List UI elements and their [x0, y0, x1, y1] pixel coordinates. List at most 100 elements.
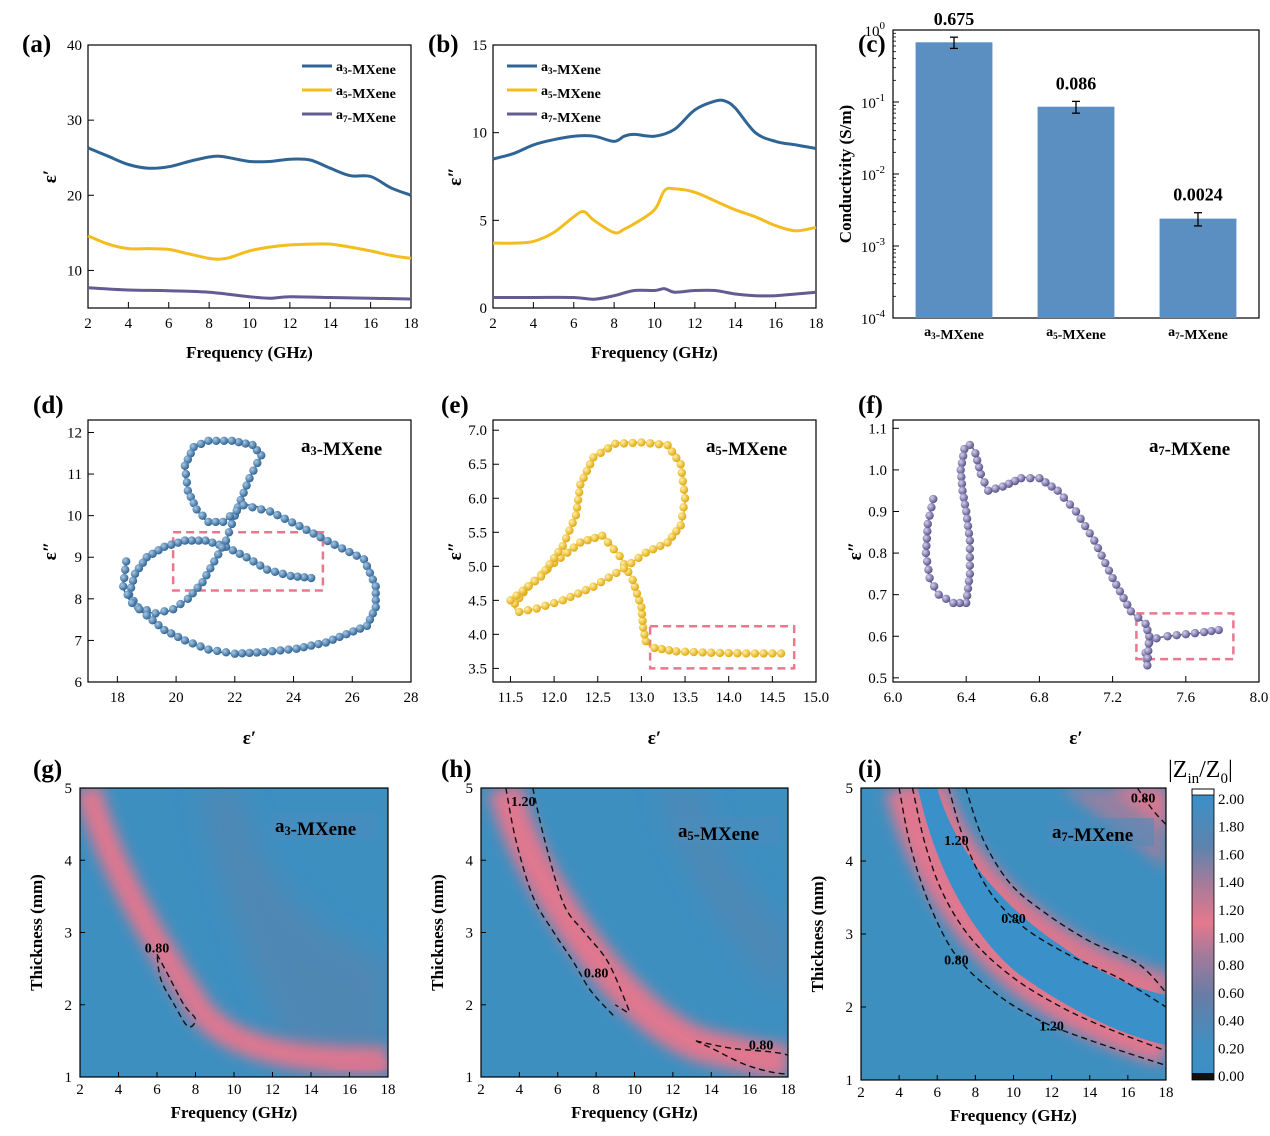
bar-value-label-2: 0.0024 [1173, 185, 1223, 205]
data-point-e [512, 591, 521, 600]
plot-frame-e [492, 419, 817, 683]
text-run: - [553, 111, 558, 126]
data-point-d [268, 647, 277, 656]
x-axis-label-d: ε′ [243, 728, 256, 749]
data-point-f [1080, 521, 1090, 531]
y-tick-label-d: 7 [75, 633, 83, 649]
text-run: e [595, 63, 601, 78]
data-point-e [635, 596, 644, 605]
data-point-e [532, 604, 541, 613]
data-point-f [1071, 507, 1081, 516]
data-point-e [672, 526, 681, 536]
data-point-e [676, 460, 685, 469]
y-tick-label-h: 1 [466, 1070, 474, 1086]
y-tick-label-b: 5 [480, 213, 488, 229]
data-point-d [362, 621, 372, 631]
y-tick-label-d: 9 [75, 550, 83, 566]
panel-label-h: (h) [441, 756, 472, 783]
data-point-f [1026, 474, 1035, 483]
text-run: X [718, 824, 732, 845]
series-line-a-0 [87, 146, 412, 197]
data-point-e [741, 649, 751, 658]
colorbar-gradient [1192, 795, 1214, 1080]
y-axis-label-c: Conductivity (S/m) [836, 105, 855, 243]
text-run: e [760, 439, 768, 460]
text-run: M [323, 439, 341, 460]
x-axis-label-e: ε′ [648, 728, 661, 749]
x-tick-label-d: 22 [227, 690, 242, 706]
data-point-e [581, 585, 590, 595]
x-tick-label-i: 4 [895, 1085, 903, 1101]
data-point-e [689, 647, 698, 657]
data-point-d [306, 573, 316, 583]
text-run: - [1165, 439, 1171, 460]
data-point-e [628, 438, 637, 448]
data-point-e [640, 630, 649, 639]
data-point-d [128, 576, 138, 586]
data-point-d [265, 507, 275, 516]
data-point-d [183, 486, 193, 495]
contour-line-h-3 [695, 1040, 788, 1075]
data-point-e [680, 647, 690, 656]
data-point-f [1041, 478, 1050, 487]
contour-label-h-3: 0.80 [749, 1039, 774, 1054]
data-point-e [656, 541, 665, 551]
x-axis-label-f: ε′ [1069, 728, 1082, 749]
data-point-e [715, 648, 725, 658]
data-point-e [678, 477, 688, 486]
x-tick-label-i: 14 [1082, 1085, 1098, 1101]
panel-e: (e) 3.5 4.0 4.5 5.0 5.5 6.0 6.5 7.0 11.5 12.0 12.5 1… [441, 392, 829, 749]
y-tick-label-a: 20 [67, 188, 82, 204]
data-point-d [371, 589, 380, 598]
legend-label-a-0: a3-MXene [336, 60, 396, 78]
x-tick-label-g: 16 [342, 1082, 358, 1098]
data-point-d [321, 638, 331, 647]
legend-label-b-2: a7-MXene [541, 108, 601, 126]
data-point-f [1144, 646, 1153, 656]
data-point-e [628, 575, 637, 585]
data-point-d [183, 455, 193, 464]
y-tick-label-e: 7.0 [468, 423, 487, 439]
data-point-f [923, 519, 932, 529]
text-run: e [581, 87, 587, 102]
data-point-d [368, 575, 378, 584]
text-run: X [365, 63, 375, 78]
map-panel-i: (i)0.801.201.200.800.802 4 6 8 10 12 14 16 18123… [808, 756, 1174, 1125]
data-point-f [1108, 573, 1117, 583]
colorbar-tick-label-8: 0.40 [1218, 1014, 1244, 1030]
y-tick-label-a: 10 [67, 263, 82, 279]
data-point-d [204, 517, 213, 527]
text-run: e [390, 111, 396, 126]
data-point-e [573, 589, 583, 598]
data-point-f [1214, 625, 1223, 635]
category-label-0: a3-MXene [924, 325, 984, 343]
y-tick-label-e: 4.5 [468, 593, 487, 609]
y-tick-label-e: 3.5 [468, 661, 487, 677]
category-label-1: a5-MXene [1046, 325, 1106, 343]
x-tick-label-e: 14.5 [759, 690, 785, 706]
data-point-d [239, 488, 248, 497]
x-tick-label-b: 18 [809, 316, 824, 332]
x-axis-label-b: Frequency (GHz) [591, 343, 718, 362]
y-tick-label-a: 40 [67, 38, 82, 54]
data-point-f [956, 465, 965, 475]
data-point-d [183, 594, 193, 604]
data-point-d [180, 461, 190, 470]
data-point-d [213, 550, 223, 559]
data-point-e [603, 444, 613, 453]
text-run: e [1203, 439, 1211, 460]
y-tick-label-g: 5 [65, 781, 73, 797]
contour-label-h-2: 0.80 [584, 966, 609, 981]
heatmap-h-background [481, 788, 788, 1077]
data-point-e [590, 533, 600, 543]
data-point-d [248, 503, 257, 512]
x-tick-label-i: 16 [1120, 1085, 1136, 1101]
x-tick-label-b: 8 [610, 316, 618, 332]
data-point-f [965, 536, 975, 545]
data-point-d [160, 625, 169, 635]
x-tick-label-g: 14 [304, 1082, 320, 1098]
data-point-d [186, 492, 195, 502]
data-point-f [965, 544, 975, 554]
contour-label-i-1: 1.20 [1039, 1019, 1064, 1034]
